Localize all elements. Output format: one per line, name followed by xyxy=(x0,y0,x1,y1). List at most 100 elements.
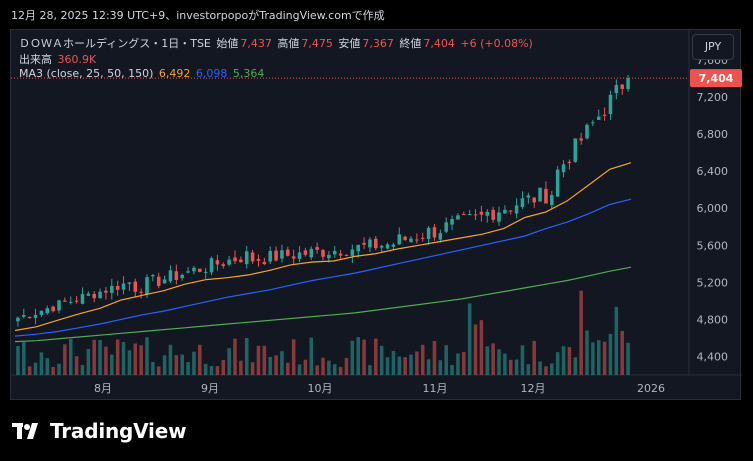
volume-bar xyxy=(332,364,337,375)
legend-volume: 出来高 360.9K xyxy=(19,51,98,67)
candle-body xyxy=(127,282,132,284)
candle-body xyxy=(456,215,460,220)
candle-body xyxy=(608,94,613,114)
chart-panel[interactable]: 7,600 7,200 6,800 6,400 6,000 5,600 5,200 4,800… xyxy=(10,29,742,401)
volume-bar xyxy=(215,366,220,375)
candle-body xyxy=(39,310,44,315)
candle-body xyxy=(508,210,513,212)
candle-body xyxy=(614,85,619,94)
legend-ma: MA3 (close, 25, 50, 150) 6,492 6,098 5,3… xyxy=(19,67,266,80)
candle-body xyxy=(374,238,378,249)
y-tick-label: 7,200 xyxy=(697,91,729,104)
candle-body xyxy=(503,209,507,214)
volume-bar xyxy=(462,352,466,375)
volume-bar xyxy=(151,361,155,375)
candle-body xyxy=(203,271,208,273)
volume-bar xyxy=(344,357,349,375)
close-value: 7,404 xyxy=(423,37,455,50)
volume-bar xyxy=(485,346,490,375)
volume-bar xyxy=(39,352,44,375)
candle-body xyxy=(567,161,572,164)
volume-bar xyxy=(297,364,302,375)
volume-bar xyxy=(221,360,226,375)
volume-bar xyxy=(233,338,237,375)
volume-bar xyxy=(608,333,613,375)
candle-body xyxy=(409,238,413,243)
candle-body xyxy=(514,205,519,214)
volume-bar xyxy=(244,338,249,375)
volume-bar xyxy=(532,340,536,375)
high-value: 7,475 xyxy=(301,37,333,50)
y-tick-label: 6,000 xyxy=(697,202,729,215)
volume-bar xyxy=(186,362,190,375)
volume-bar xyxy=(139,345,143,375)
volume-bar xyxy=(127,350,132,375)
volume-bar xyxy=(309,337,314,375)
volume-bar xyxy=(280,351,284,375)
volume-bar xyxy=(596,340,601,375)
candle-body xyxy=(262,262,267,265)
candle-body xyxy=(415,239,419,241)
currency-button[interactable]: JPY xyxy=(692,34,734,60)
volume-bar xyxy=(198,344,202,375)
ma25-value: 6,492 xyxy=(158,67,191,80)
volume-bar xyxy=(115,339,120,375)
volume-bar xyxy=(327,360,331,375)
volume-bar xyxy=(338,366,343,375)
candle-body xyxy=(561,164,566,173)
candle-body xyxy=(591,122,595,124)
volume-bar xyxy=(591,342,595,375)
tradingview-logo-icon xyxy=(12,423,38,439)
volume-bar xyxy=(121,342,126,375)
top-bar: 12月 28, 2025 12:39 UTC+9、investorpopoがTr… xyxy=(0,0,753,28)
volume-bar xyxy=(520,345,525,375)
volume-bar xyxy=(555,352,560,375)
ma-line-3 xyxy=(14,266,632,343)
candle-body xyxy=(239,259,243,263)
candle-body xyxy=(98,291,102,299)
price-chart[interactable]: 7,6007,2006,8006,4006,0005,6005,2004,800… xyxy=(11,30,742,401)
volume-bar xyxy=(497,349,501,375)
candle-body xyxy=(397,234,402,245)
volume-bar xyxy=(162,355,167,375)
volume-bar xyxy=(491,343,495,375)
volume-bar xyxy=(33,362,38,375)
volume-bar xyxy=(27,366,32,375)
candle-body xyxy=(110,285,114,293)
candle-body xyxy=(104,290,108,293)
brand-name: TradingView xyxy=(50,419,187,443)
volume-bar xyxy=(262,345,267,375)
volume-bar xyxy=(227,348,231,375)
candle-body xyxy=(532,197,536,203)
volume-bar xyxy=(110,354,114,375)
candle-body xyxy=(485,211,490,216)
x-tick-label: 10月 xyxy=(308,382,333,395)
low-value: 7,367 xyxy=(362,37,394,50)
volume-bar xyxy=(614,306,619,375)
volume-bar xyxy=(526,364,531,375)
x-tick-label: 8月 xyxy=(94,382,112,395)
candle-body xyxy=(491,209,495,220)
candle-body xyxy=(256,259,261,261)
volume-bar xyxy=(432,341,437,375)
snapshot-caption: 12月 28, 2025 12:39 UTC+9、investorpopoがTr… xyxy=(11,9,385,22)
volume-bar xyxy=(514,359,519,375)
candle-body xyxy=(145,277,149,295)
candle-body xyxy=(233,257,237,262)
volume-bar xyxy=(16,346,20,375)
candle-body xyxy=(321,249,325,257)
candle-body xyxy=(462,214,466,216)
candle-body xyxy=(27,316,32,319)
candle-body xyxy=(86,293,91,296)
price-badge xyxy=(690,69,742,88)
candle-body xyxy=(332,250,337,255)
candle-body xyxy=(151,275,155,277)
candle-body xyxy=(497,212,501,222)
candle-body xyxy=(274,250,278,261)
volume-bar xyxy=(250,362,255,375)
volume-bar xyxy=(444,345,448,375)
volume-bar xyxy=(479,320,484,375)
volume-bar xyxy=(256,345,261,375)
candle-body xyxy=(133,281,138,292)
volume-bar xyxy=(362,339,366,375)
